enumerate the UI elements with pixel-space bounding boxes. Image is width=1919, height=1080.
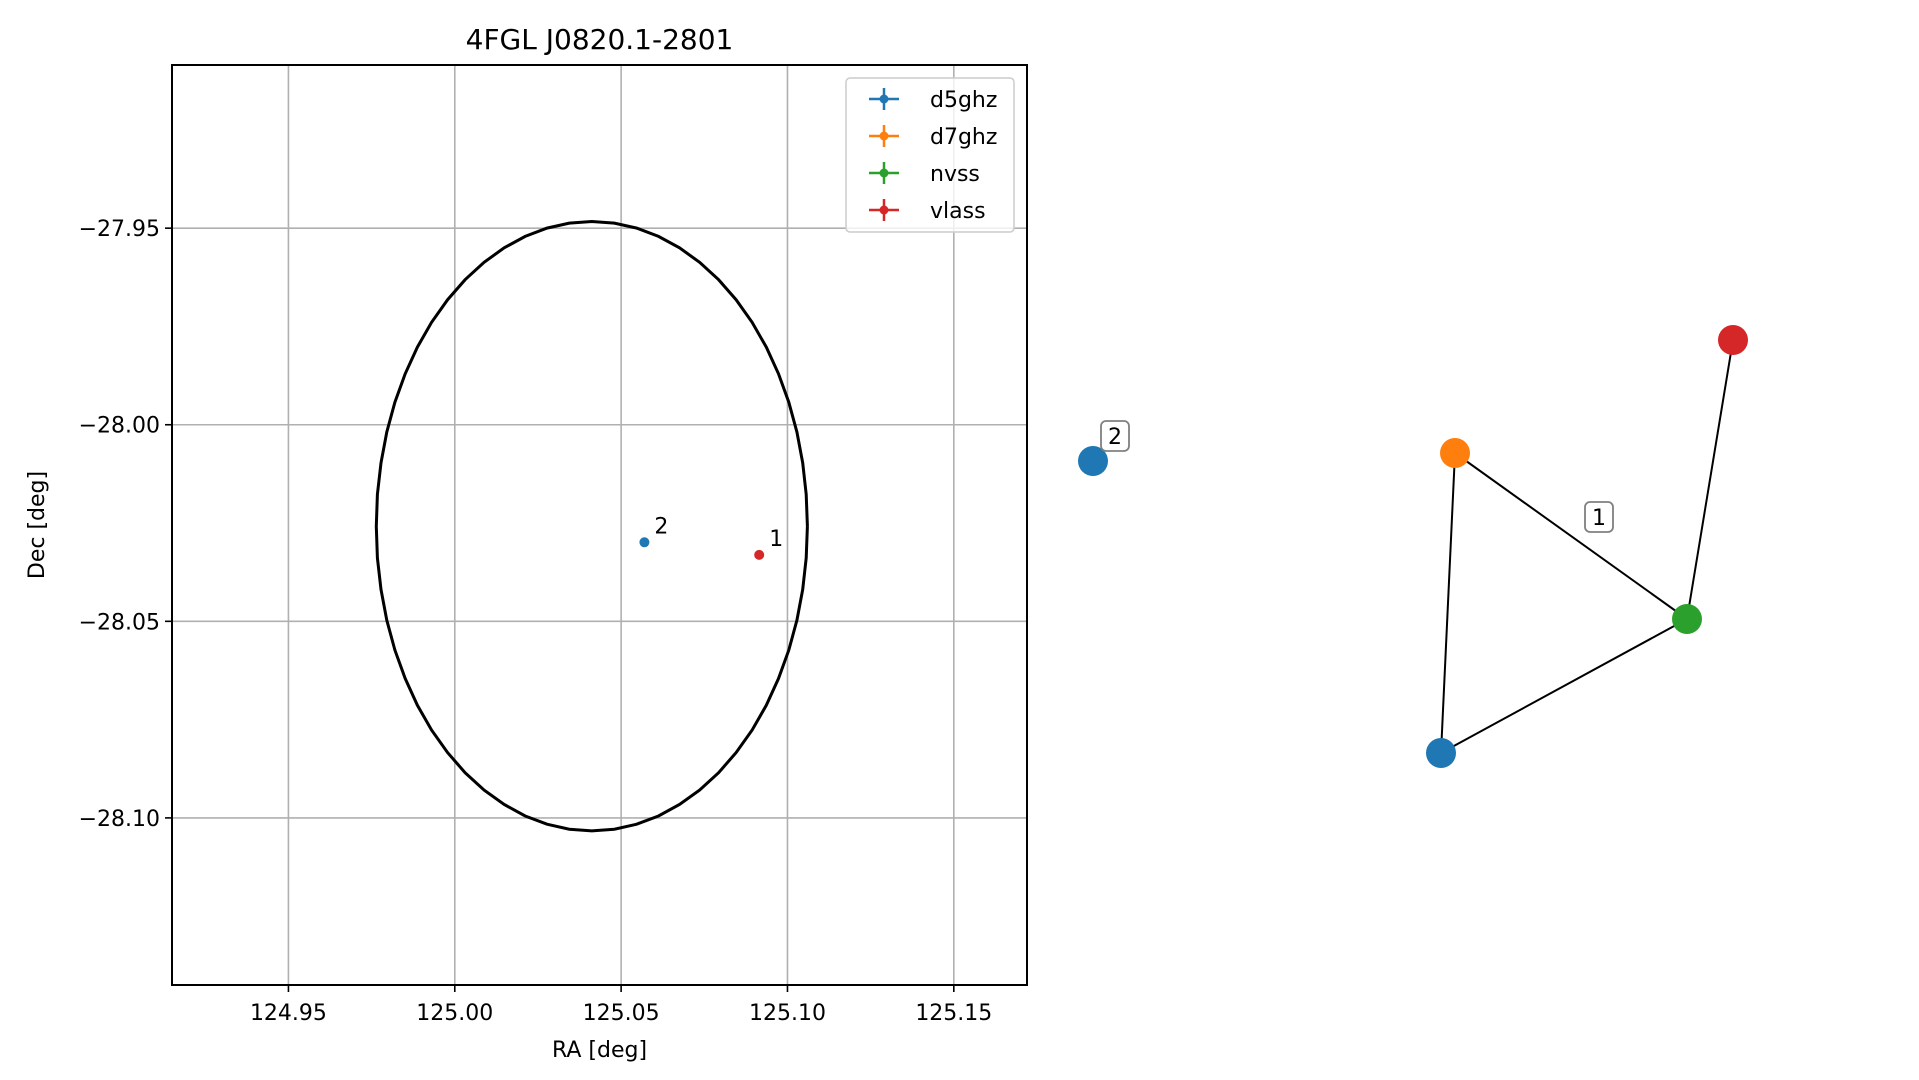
x-tick-label: 125.05 bbox=[583, 1001, 660, 1026]
legend-label-d5ghz: d5ghz bbox=[930, 88, 997, 113]
error-ellipse-layer bbox=[374, 219, 809, 833]
graph-node-d5ghz bbox=[1426, 738, 1456, 768]
legend: d5ghz d7ghz nvss vlass bbox=[845, 77, 1015, 233]
legend-label-d7ghz: d7ghz bbox=[930, 125, 997, 150]
graph-edge-nvss-vlass bbox=[1686, 339, 1734, 620]
cluster-label-1-text: 1 bbox=[1592, 506, 1606, 531]
points-layer: 21 bbox=[639, 514, 783, 560]
cluster-label-2: 2 bbox=[1100, 420, 1130, 452]
graph-edges bbox=[1440, 339, 1734, 754]
graph-node-d7ghz bbox=[1440, 438, 1470, 468]
graph-nodes bbox=[1078, 325, 1748, 768]
cluster-label-1: 1 bbox=[1584, 501, 1614, 533]
graph-node-iso-d5ghz bbox=[1078, 446, 1108, 476]
data-point-vlass bbox=[754, 549, 765, 560]
x-tick-label: 125.10 bbox=[749, 1001, 826, 1026]
cluster-label-2-box bbox=[1100, 420, 1130, 452]
grid bbox=[172, 65, 1027, 985]
x-tick-label: 125.00 bbox=[416, 1001, 493, 1026]
ticks: 124.95 125.00 125.05 125.10 125.15 −27.95 −28.… bbox=[79, 217, 993, 1026]
y-tick-label: −27.95 bbox=[79, 217, 160, 242]
graph-edge-d7ghz-nvss bbox=[1454, 452, 1688, 620]
x-tick-label: 125.15 bbox=[915, 1001, 992, 1026]
y-axis-label: Dec [deg] bbox=[25, 471, 50, 579]
graph-node-nvss bbox=[1672, 604, 1702, 634]
network-graph: 2 1 bbox=[1078, 325, 1748, 768]
legend-label-vlass: vlass bbox=[930, 199, 986, 224]
legend-marker-d5ghz bbox=[879, 94, 889, 104]
graph-node-vlass bbox=[1718, 325, 1748, 355]
plot-frame bbox=[171, 64, 1028, 986]
graph-edge-d7ghz-d5ghz bbox=[1440, 452, 1456, 754]
legend-marker-nvss bbox=[879, 168, 889, 178]
y-tick-label: −28.05 bbox=[79, 610, 160, 635]
graph-edge-d5ghz-nvss bbox=[1440, 618, 1688, 754]
legend-box bbox=[845, 77, 1015, 233]
y-tick-label: −28.10 bbox=[79, 807, 160, 832]
error-ellipse bbox=[374, 219, 809, 833]
cluster-label-2-text: 2 bbox=[1108, 425, 1122, 450]
legend-label-nvss: nvss bbox=[930, 162, 980, 187]
x-axis-label: RA [deg] bbox=[552, 1038, 647, 1063]
x-tick-label: 124.95 bbox=[250, 1001, 327, 1026]
cluster-label-1-box bbox=[1584, 501, 1614, 533]
chart-title: 4FGL J0820.1-2801 bbox=[466, 23, 734, 56]
data-point-d5ghz bbox=[639, 537, 650, 548]
legend-marker-d7ghz bbox=[879, 131, 889, 141]
point-label: 2 bbox=[654, 514, 668, 539]
y-tick-label: −28.00 bbox=[79, 414, 160, 439]
point-label: 1 bbox=[769, 527, 783, 552]
legend-marker-vlass bbox=[879, 205, 889, 215]
